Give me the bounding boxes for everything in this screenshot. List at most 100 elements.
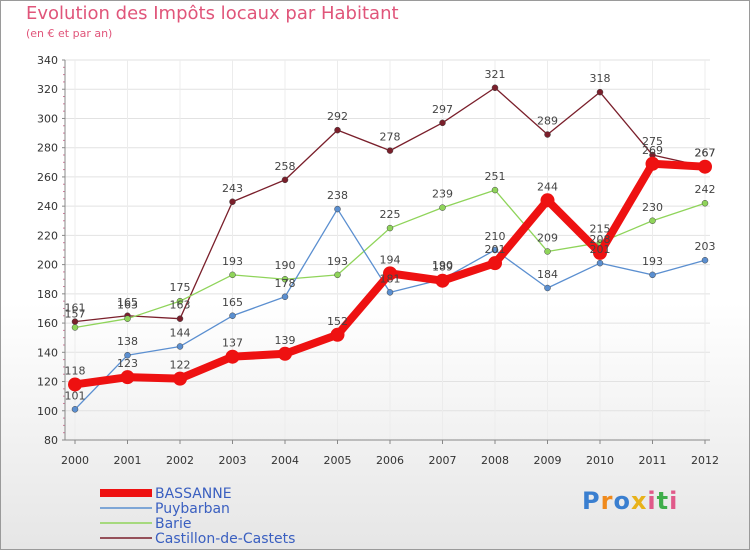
data-point [278,346,292,361]
data-label: 161 [65,302,86,315]
y-tick-label: 260 [37,171,58,184]
y-tick-label: 80 [44,434,58,447]
y-tick-label: 220 [37,229,58,242]
data-point [386,289,394,296]
data-point [439,204,446,211]
x-tick-label: 2003 [219,454,247,467]
data-point [386,147,394,154]
data-label: 238 [327,189,348,202]
legend-label: Puybarban [155,501,230,517]
data-label: 321 [485,68,506,81]
legend-label: Castillon-de-Castets [155,531,295,547]
logo-letter: i [647,487,657,515]
y-tick-label: 120 [37,376,58,389]
data-point [491,246,499,254]
data-label: 175 [170,281,191,294]
data-label: 123 [117,357,138,370]
data-label: 193 [222,255,243,268]
data-label: 101 [65,389,86,402]
data-point [383,266,397,281]
data-label: 165 [117,296,138,309]
data-label: 181 [380,272,401,285]
data-label: 193 [642,255,663,268]
x-tick-label: 2011 [639,454,667,467]
data-point [281,293,289,301]
data-point [229,198,236,206]
x-tick-label: 2009 [534,454,562,467]
data-label: 269 [642,144,663,157]
data-point [176,343,184,350]
x-tick-label: 2005 [324,454,352,467]
data-point [593,245,607,260]
data-point [645,156,660,171]
chart-subtitle: (en € et par an) [26,27,113,40]
data-label: 289 [537,115,558,128]
data-label: 122 [170,359,191,372]
y-tick-label: 100 [37,405,58,418]
data-label: 189 [432,261,453,274]
x-tick-label: 2010 [586,454,614,467]
data-point [540,193,555,208]
logo-letter: P [582,487,601,515]
logo-letter: t [656,487,670,515]
data-label: 144 [170,326,191,339]
data-label: 244 [537,180,558,193]
data-label: 201 [590,243,611,256]
x-tick-label: 2012 [691,454,719,467]
data-label: 242 [695,183,716,196]
data-point [229,312,236,320]
data-point [386,224,394,232]
data-label: 258 [275,160,296,173]
data-point [491,84,499,92]
data-point [334,205,341,213]
y-tick-label: 160 [37,317,58,330]
y-tick-label: 320 [37,83,58,96]
data-point [124,351,131,359]
x-tick-label: 2001 [114,454,142,467]
data-label: 138 [117,335,138,348]
data-point [698,159,712,174]
data-point [225,349,240,364]
data-label: 184 [537,268,558,281]
data-point [281,176,289,184]
logo-letter: o [613,487,631,515]
logo-letter: i [669,487,679,515]
data-point [71,324,79,331]
data-point [120,370,135,385]
data-label: 178 [275,277,296,290]
y-tick-label: 300 [37,112,58,125]
legend-label: Barie [155,516,191,532]
data-point [330,327,345,342]
data-label: 243 [222,182,243,195]
data-label: 201 [485,243,506,256]
y-tick-label: 240 [37,200,58,213]
data-label: 163 [117,299,138,312]
data-label: 193 [327,255,348,268]
data-point [176,297,184,305]
data-point [334,271,341,279]
data-point [491,186,499,194]
data-point [124,315,131,322]
logo-letter: x [630,487,648,515]
data-point [71,406,79,413]
y-tick-label: 340 [37,54,58,67]
y-tick-label: 280 [37,142,58,155]
data-label: 209 [537,231,558,244]
data-point [173,371,187,386]
x-tick-label: 2007 [429,454,457,467]
data-label: 163 [170,299,191,312]
data-label: 157 [65,307,86,320]
data-point [439,119,446,127]
data-label: 152 [327,315,348,328]
data-label: 292 [327,110,348,123]
data-point [544,131,551,138]
data-point [649,217,656,225]
legend-label: BASSANNE [155,486,232,502]
data-label: 210 [485,230,506,243]
data-point [176,315,184,322]
data-label: 267 [695,147,716,160]
data-label: 297 [432,103,453,116]
data-label: 230 [642,201,663,214]
proxiti-logo: Proxiti [582,487,678,515]
